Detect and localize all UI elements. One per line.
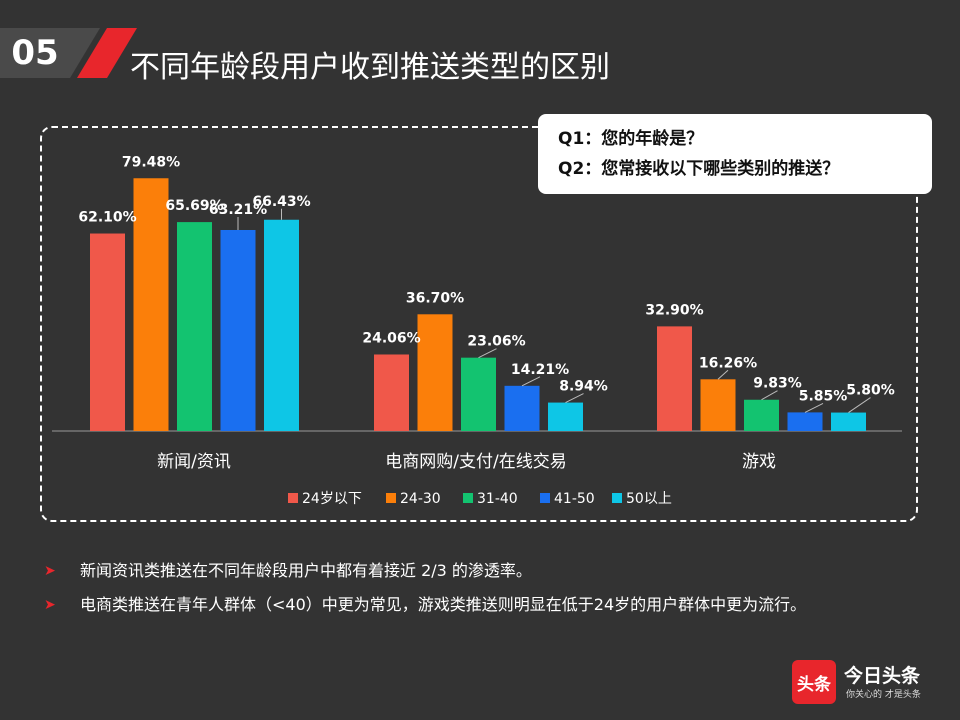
legend-label: 31-40 (477, 491, 518, 507)
bar (417, 314, 453, 431)
label-leader-line (565, 393, 584, 404)
category-label: 电商网购/支付/在线交易 (385, 452, 566, 472)
accent-stripe (77, 28, 137, 78)
data-label: 32.90% (645, 302, 703, 318)
logo-mark: 头条 (792, 660, 836, 704)
legend-swatch (540, 493, 550, 503)
bar (177, 222, 212, 431)
data-label: 16.26% (699, 355, 757, 371)
bullet-arrow-icon: ➤ (44, 563, 56, 579)
bar (831, 412, 866, 431)
findings-list: ➤ 新闻资讯类推送在不同年龄段用户中都有着接近 2/3 的渗透率。 ➤ 电商类推… (40, 556, 920, 624)
bar (133, 178, 169, 431)
question-2: Q2：您常接收以下哪些类别的推送？ (558, 159, 840, 179)
finding-item: ➤ 新闻资讯类推送在不同年龄段用户中都有着接近 2/3 的渗透率。 (40, 556, 920, 586)
data-label: 24.06% (362, 330, 420, 346)
page-title: 不同年龄段用户收到推送类型的区别 (130, 50, 610, 85)
data-label: 5.80% (846, 383, 895, 399)
data-label: 79.48% (122, 154, 180, 170)
chart-frame (40, 126, 918, 522)
data-label: 8.94% (559, 379, 608, 395)
bar (657, 326, 692, 431)
label-leader-line (478, 348, 497, 359)
label-leader-line (521, 376, 541, 387)
question-box: Q1：您的年龄是？ Q2：您常接收以下哪些类别的推送？ (538, 114, 932, 194)
legend-label: 24岁以下 (302, 491, 362, 507)
bar (90, 233, 125, 431)
legend-swatch (386, 493, 396, 503)
bar (744, 399, 779, 431)
bar (461, 357, 496, 431)
logo-name: 今日头条 (844, 665, 921, 687)
legend-swatch (288, 493, 298, 503)
legend-label: 50以上 (626, 491, 672, 507)
bar (220, 229, 256, 431)
bullet-arrow-icon: ➤ (44, 597, 56, 613)
data-label: 5.85% (799, 388, 848, 404)
legend-label: 41-50 (554, 491, 595, 507)
data-label: 14.21% (511, 362, 569, 378)
data-label: 63.21% (209, 202, 267, 218)
bar (264, 219, 299, 431)
data-label: 9.83% (753, 376, 802, 392)
label-leader-line (804, 402, 824, 413)
finding-text: 电商类推送在青年人群体（<40）中更为常见，游戏类推送则明显在低于24岁的用户群… (80, 595, 807, 614)
legend-label: 24-30 (400, 491, 441, 507)
category-label: 游戏 (742, 452, 776, 472)
slide-number-badge (0, 28, 100, 78)
data-label: 66.43% (252, 194, 310, 210)
finding-item: ➤ 电商类推送在青年人群体（<40）中更为常见，游戏类推送则明显在低于24岁的用… (40, 590, 920, 620)
label-leader-line (761, 390, 778, 401)
data-label: 23.06% (467, 334, 525, 350)
bar (700, 379, 736, 431)
bar (504, 385, 540, 431)
data-label: 36.70% (406, 290, 464, 306)
legend-swatch (463, 493, 473, 503)
bar (374, 354, 409, 431)
finding-text: 新闻资讯类推送在不同年龄段用户中都有着接近 2/3 的渗透率。 (80, 561, 532, 580)
bar (548, 402, 583, 431)
category-label: 新闻/资讯 (157, 452, 231, 472)
data-label: 65.69% (165, 198, 223, 214)
slide-number: 05 (11, 33, 59, 73)
bar (787, 412, 823, 431)
legend-swatch (612, 493, 622, 503)
label-leader-line (717, 369, 729, 380)
data-label: 62.10% (78, 210, 136, 226)
label-leader-line (848, 397, 871, 413)
question-1: Q1：您的年龄是？ (558, 129, 704, 149)
logo-tagline: 你关心的 才是头条 (846, 690, 921, 700)
